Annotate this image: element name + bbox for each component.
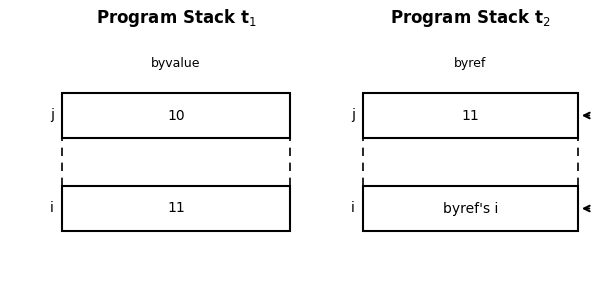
Text: 10: 10 <box>167 108 185 123</box>
Bar <box>363 186 578 231</box>
Text: j: j <box>351 108 355 123</box>
Text: byref's i: byref's i <box>443 201 498 216</box>
Text: 11: 11 <box>167 201 185 216</box>
Text: i: i <box>351 201 355 216</box>
Text: j: j <box>50 108 54 123</box>
Text: Program Stack t$_2$: Program Stack t$_2$ <box>390 7 551 29</box>
Bar <box>62 186 290 231</box>
Bar <box>363 93 578 138</box>
Text: byref: byref <box>454 56 487 70</box>
Text: 11: 11 <box>461 108 479 123</box>
Text: Program Stack t$_1$: Program Stack t$_1$ <box>95 7 256 29</box>
Text: i: i <box>50 201 54 216</box>
Text: byvalue: byvalue <box>151 56 201 70</box>
Bar <box>62 93 290 138</box>
